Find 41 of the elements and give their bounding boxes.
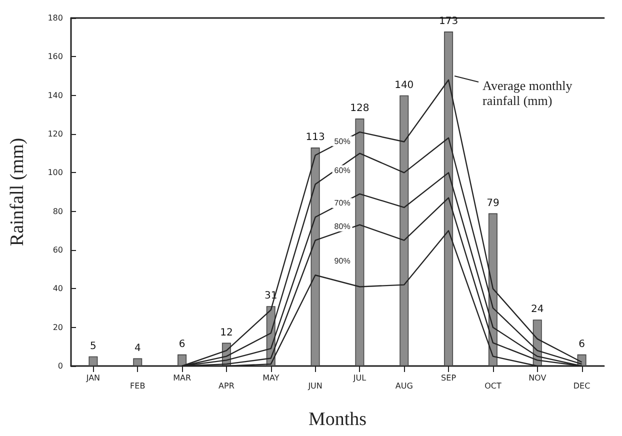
x-tick-label: SEP xyxy=(441,374,456,382)
series-label: 80% xyxy=(334,222,350,231)
x-tick-label: MAR xyxy=(173,374,192,382)
data-label: 140 xyxy=(394,80,414,91)
data-label: 6 xyxy=(578,338,585,350)
y-tick-label: 180 xyxy=(48,14,63,22)
x-tick-label: DEC xyxy=(573,382,591,390)
annotation: Average monthly rainfall (mm) xyxy=(482,78,576,108)
data-label: 6 xyxy=(178,338,186,350)
series-label: 90% xyxy=(334,256,350,266)
series-label: 50% xyxy=(334,136,350,146)
y-tick-label: 40 xyxy=(52,284,63,294)
x-tick-label: JUN xyxy=(307,382,322,390)
x-tick-label: AUG xyxy=(395,382,413,390)
data-label: 24 xyxy=(531,304,544,316)
x-tick-label: OCT xyxy=(484,382,502,390)
x-axis-title: Months xyxy=(308,409,367,430)
y-tick-label: 100 xyxy=(48,168,63,178)
y-tick-label: 0 xyxy=(58,362,63,370)
x-tick-label: NOV xyxy=(528,374,547,382)
y-axis-title: Rainfall (mm) xyxy=(7,138,28,246)
y-tick-label: 140 xyxy=(48,90,63,100)
data-label: 5 xyxy=(90,340,96,352)
x-tick-label: FEB xyxy=(130,382,146,390)
data-label: 4 xyxy=(134,342,141,354)
data-label: 12 xyxy=(220,327,233,338)
data-label: 79 xyxy=(486,198,500,209)
x-tick-label: MAY xyxy=(262,374,280,382)
y-tick-label: 160 xyxy=(48,52,63,62)
y-tick-label: 80 xyxy=(52,206,63,216)
y-tick-label: 20 xyxy=(52,322,63,332)
data-label: 128 xyxy=(350,103,370,114)
x-tick-label: JUL xyxy=(352,374,367,382)
y-tick-label: 60 xyxy=(52,246,63,254)
data-label: 173 xyxy=(438,16,458,28)
y-tick-label: 120 xyxy=(48,130,63,138)
series-label: 70% xyxy=(334,198,350,208)
x-tick-label: JAN xyxy=(85,374,100,382)
x-tick-label: APR xyxy=(218,382,235,390)
series-label: 60% xyxy=(334,166,350,175)
data-label: 113 xyxy=(306,132,325,144)
